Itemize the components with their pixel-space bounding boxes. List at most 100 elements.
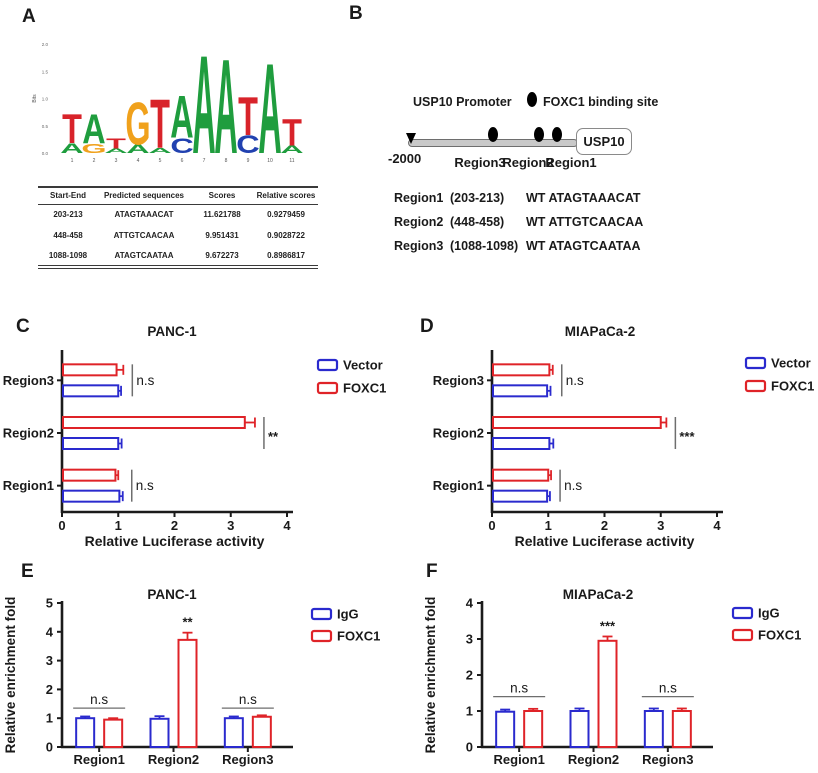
svg-text:MIAPaCa-2: MIAPaCa-2 <box>563 587 634 602</box>
region-sequence-row: Region3 (1088-1098) WT ATAGTCAATAA <box>394 234 643 258</box>
svg-text:***: *** <box>600 618 616 633</box>
svg-text:G: G <box>125 91 150 158</box>
svg-text:Region2: Region2 <box>433 426 484 441</box>
svg-text:2: 2 <box>466 668 473 683</box>
binding-site-oval-region2 <box>534 127 544 142</box>
svg-text:C: C <box>236 131 260 159</box>
svg-text:1: 1 <box>71 158 74 164</box>
table-cell: ATTGTCAACAA <box>113 231 175 240</box>
panel-d-label: D <box>420 316 434 337</box>
panel-f-label: F <box>426 561 438 582</box>
svg-text:1.5: 1.5 <box>42 69 49 74</box>
position-label: -2000 <box>388 151 422 166</box>
table-cell: 0.8986817 <box>267 251 305 260</box>
svg-text:n.s: n.s <box>659 681 677 696</box>
table-row: 448-458 ATTGTCAACAA 9.951431 0.9028722 <box>38 225 318 246</box>
panel-d-chart: MIAPaCa-2 0 1 2 3 4 Relative Luciferase activi… <box>433 324 815 549</box>
gene-box: USP10 <box>576 128 632 155</box>
svg-text:PANC-1: PANC-1 <box>147 324 197 339</box>
table-row: 203-213 ATAGTAAACAT 11.621788 0.9279459 <box>38 204 318 225</box>
svg-text:Region3: Region3 <box>642 752 693 767</box>
svg-text:0: 0 <box>488 518 495 533</box>
svg-text:Vector: Vector <box>343 358 383 373</box>
table-header: Relative scores <box>254 187 318 205</box>
track-label-region1: Region1 <box>545 155 597 170</box>
svg-text:n.s: n.s <box>136 373 154 388</box>
svg-text:n.s: n.s <box>510 681 528 696</box>
svg-text:A: A <box>170 84 193 151</box>
panel-f-chart: MIAPaCa-2 0 1 2 3 4 Relative enrichment fold Re… <box>423 587 801 767</box>
svg-text:T: T <box>238 85 258 147</box>
svg-text:4: 4 <box>137 158 140 164</box>
svg-text:Relative Luciferase activity: Relative Luciferase activity <box>85 533 265 549</box>
svg-text:A: A <box>148 146 171 154</box>
svg-text:A: A <box>258 36 281 180</box>
svg-text:Region3: Region3 <box>222 752 273 767</box>
svg-text:11: 11 <box>289 158 294 164</box>
svg-text:Region2: Region2 <box>3 426 54 441</box>
svg-text:2: 2 <box>601 518 608 533</box>
prediction-table: Start-End Predicted sequences Scores Rel… <box>38 186 318 269</box>
svg-text:7: 7 <box>203 158 206 164</box>
svg-text:T: T <box>282 112 302 154</box>
svg-text:FOXC1: FOXC1 <box>343 381 386 396</box>
svg-text:Relative enrichment fold: Relative enrichment fold <box>3 597 18 754</box>
svg-text:**: ** <box>268 429 279 444</box>
svg-text:**: ** <box>182 615 193 630</box>
svg-text:4: 4 <box>466 596 474 611</box>
region-sequence-list: Region1 (203-213) WT ATAGTAAACAT Region2… <box>394 186 643 258</box>
panel-c-chart: PANC-1 0 1 2 3 4 Relative Luciferase activity R… <box>3 324 387 549</box>
svg-text:PANC-1: PANC-1 <box>147 587 197 602</box>
svg-text:Vector: Vector <box>771 356 811 371</box>
table-header-row: Start-End Predicted sequences Scores Rel… <box>38 187 318 205</box>
svg-text:n.s: n.s <box>90 692 108 707</box>
svg-text:Bits: Bits <box>32 94 38 103</box>
svg-text:MIAPaCa-2: MIAPaCa-2 <box>565 324 636 339</box>
binding-site-icon <box>527 92 537 107</box>
svg-text:A: A <box>104 148 128 155</box>
svg-text:4: 4 <box>713 518 721 533</box>
svg-text:A: A <box>126 143 149 156</box>
svg-text:1.0: 1.0 <box>42 97 49 102</box>
svg-text:4: 4 <box>46 624 54 639</box>
binding-site-oval-region1 <box>552 127 562 142</box>
svg-text:3: 3 <box>466 632 473 647</box>
svg-text:IgG: IgG <box>337 607 359 622</box>
svg-text:3: 3 <box>227 518 234 533</box>
svg-text:9: 9 <box>247 158 250 164</box>
table-cell: ATAGTCAATAA <box>114 251 174 260</box>
svg-text:1: 1 <box>466 704 473 719</box>
svg-text:0.5: 0.5 <box>42 124 49 129</box>
binding-site-oval-region3 <box>488 127 498 142</box>
table-cell: 11.621788 <box>203 210 241 220</box>
svg-text:3: 3 <box>657 518 664 533</box>
svg-text:0: 0 <box>58 518 65 533</box>
svg-text:2: 2 <box>171 518 178 533</box>
table-cell: 9.951431 <box>205 231 239 240</box>
table-header: Start-End <box>38 187 98 205</box>
table-cell: 448-458 <box>53 231 83 240</box>
svg-text:4: 4 <box>283 518 291 533</box>
svg-text:Relative enrichment fold: Relative enrichment fold <box>423 597 438 754</box>
svg-text:1: 1 <box>115 518 122 533</box>
svg-text:IgG: IgG <box>758 606 780 621</box>
table-cell: 203-213 <box>53 210 83 220</box>
table-header: Predicted sequences <box>98 187 190 205</box>
region-sequence-row: Region1 (203-213) WT ATAGTAAACAT <box>394 186 643 210</box>
svg-text:FOXC1: FOXC1 <box>758 628 801 643</box>
region-name: Region1 <box>394 191 444 205</box>
svg-text:5: 5 <box>46 596 53 611</box>
svg-text:Region2: Region2 <box>148 752 199 767</box>
svg-text:FOXC1: FOXC1 <box>337 629 380 644</box>
svg-text:A: A <box>192 28 215 180</box>
svg-text:6: 6 <box>181 158 184 164</box>
svg-text:A: A <box>280 144 303 156</box>
svg-text:Region2: Region2 <box>568 752 619 767</box>
svg-text:n.s: n.s <box>566 373 584 388</box>
svg-text:2: 2 <box>93 158 96 164</box>
region-range: (448-458) <box>450 215 505 229</box>
region-range: (203-213) <box>450 191 505 205</box>
svg-text:Region1: Region1 <box>74 752 125 767</box>
